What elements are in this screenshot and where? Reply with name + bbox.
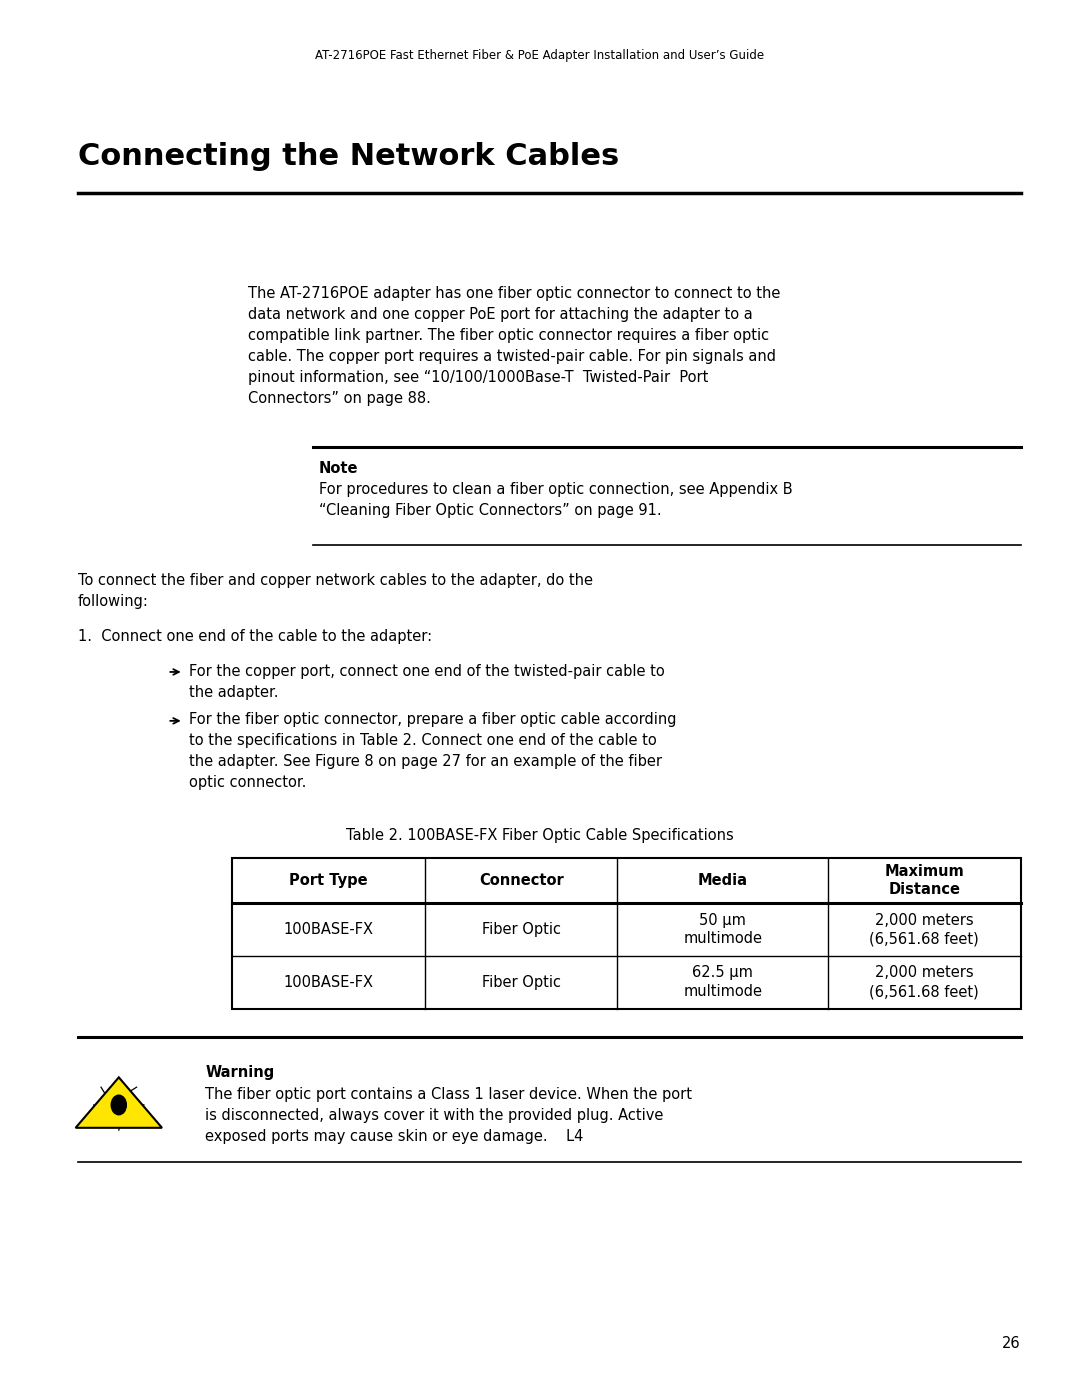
- Text: Maximum
Distance: Maximum Distance: [885, 863, 964, 897]
- Circle shape: [111, 1095, 126, 1115]
- Text: 50 μm
multimode: 50 μm multimode: [684, 912, 762, 946]
- Text: Media: Media: [698, 873, 747, 888]
- Text: Connector: Connector: [478, 873, 564, 888]
- Text: 62.5 μm
multimode: 62.5 μm multimode: [684, 965, 762, 999]
- Text: For the fiber optic connector, prepare a fiber optic cable according
to the spec: For the fiber optic connector, prepare a…: [189, 712, 676, 791]
- Bar: [232, 858, 1021, 1009]
- Text: Table 2. 100BASE-FX Fiber Optic Cable Specifications: Table 2. 100BASE-FX Fiber Optic Cable Sp…: [346, 828, 734, 844]
- Text: The fiber optic port contains a Class 1 laser device. When the port
is disconnec: The fiber optic port contains a Class 1 …: [205, 1087, 692, 1144]
- Text: Connecting the Network Cables: Connecting the Network Cables: [78, 142, 619, 170]
- Text: 1.  Connect one end of the cable to the adapter:: 1. Connect one end of the cable to the a…: [78, 629, 432, 644]
- Text: Fiber Optic: Fiber Optic: [482, 975, 561, 989]
- Text: For procedures to clean a fiber optic connection, see Appendix B
“Cleaning Fiber: For procedures to clean a fiber optic co…: [319, 482, 793, 518]
- Text: For the copper port, connect one end of the twisted-pair cable to
the adapter.: For the copper port, connect one end of …: [189, 664, 665, 700]
- Text: AT-2716POE Fast Ethernet Fiber & PoE Adapter Installation and User’s Guide: AT-2716POE Fast Ethernet Fiber & PoE Ada…: [315, 49, 765, 63]
- Text: Note: Note: [319, 461, 359, 476]
- Text: The AT-2716POE adapter has one fiber optic connector to connect to the
data netw: The AT-2716POE adapter has one fiber opt…: [248, 286, 781, 407]
- Text: Port Type: Port Type: [289, 873, 368, 888]
- Text: Fiber Optic: Fiber Optic: [482, 922, 561, 937]
- Polygon shape: [76, 1077, 162, 1127]
- Text: 2,000 meters
(6,561.68 feet): 2,000 meters (6,561.68 feet): [869, 965, 980, 999]
- Text: To connect the fiber and copper network cables to the adapter, do the
following:: To connect the fiber and copper network …: [78, 573, 593, 609]
- Text: 2,000 meters
(6,561.68 feet): 2,000 meters (6,561.68 feet): [869, 912, 980, 946]
- Text: Warning: Warning: [205, 1065, 274, 1080]
- Text: 100BASE-FX: 100BASE-FX: [284, 975, 374, 989]
- Text: 26: 26: [1002, 1337, 1021, 1351]
- Text: 100BASE-FX: 100BASE-FX: [284, 922, 374, 937]
